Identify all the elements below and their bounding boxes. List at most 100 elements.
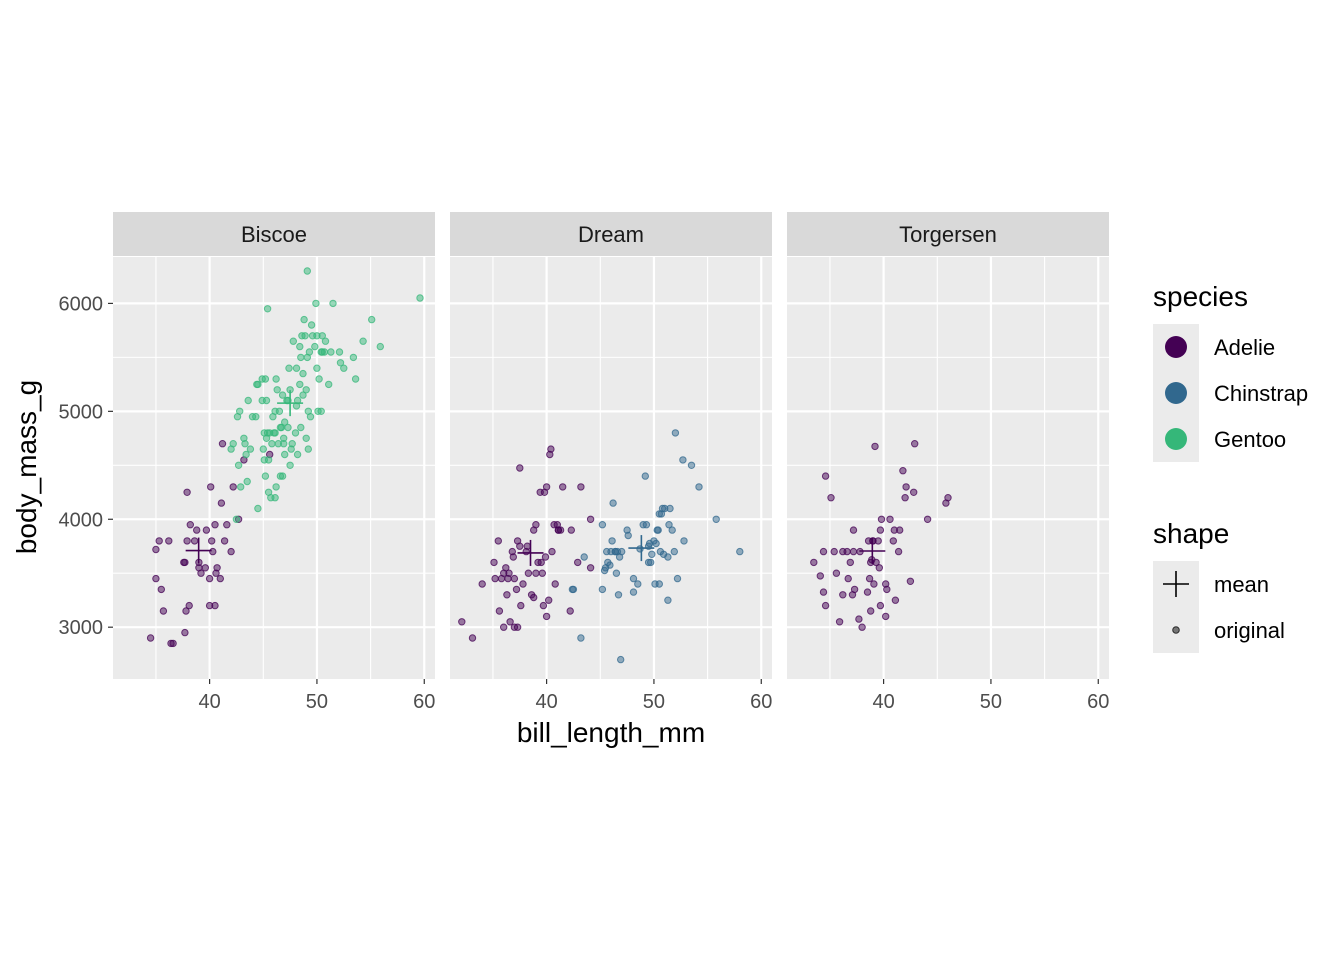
data-point-adelie	[159, 607, 168, 615]
data-point-adelie	[567, 526, 575, 534]
data-point-chinstrap	[577, 634, 585, 642]
data-point-adelie	[530, 593, 538, 602]
data-point-gentoo	[368, 315, 376, 324]
data-point-adelie	[211, 521, 219, 529]
data-point-adelie	[537, 558, 545, 567]
data-point-adelie	[891, 596, 900, 604]
data-point-adelie	[551, 580, 559, 588]
data-point-adelie	[832, 569, 841, 577]
data-point-adelie	[547, 445, 555, 453]
data-point-chinstrap	[569, 585, 578, 594]
data-point-adelie	[858, 623, 866, 631]
data-point-adelie	[554, 526, 563, 534]
legend-species: species Adelie Chinstrap Gentoo	[1153, 281, 1308, 462]
data-point-chinstrap	[608, 537, 616, 545]
data-point-adelie	[223, 521, 231, 529]
data-point-gentoo	[262, 396, 271, 405]
data-point-gentoo	[263, 305, 272, 313]
data-point-adelie	[516, 464, 524, 472]
data-point-gentoo	[246, 445, 255, 453]
data-point-gentoo	[278, 472, 287, 480]
data-point-gentoo	[262, 434, 271, 442]
data-point-adelie	[152, 574, 160, 583]
data-point-gentoo	[260, 456, 268, 464]
data-point-chinstrap	[618, 547, 626, 556]
data-point-gentoo	[304, 407, 312, 415]
data-point-gentoo	[271, 429, 279, 437]
data-point-chinstrap	[664, 553, 672, 561]
data-point-adelie	[902, 483, 910, 491]
data-point-adelie	[182, 607, 190, 615]
data-point-adelie	[889, 537, 897, 545]
panel-torgersen: Torgersen 40 50 60	[787, 212, 1109, 713]
data-point-gentoo	[271, 494, 279, 502]
data-point-chinstrap	[624, 531, 632, 540]
data-point-adelie	[883, 585, 891, 594]
data-point-adelie	[505, 569, 513, 577]
data-point-adelie	[523, 542, 531, 550]
x-tick-label: 40	[198, 691, 220, 713]
data-point-gentoo	[311, 342, 319, 351]
data-point-gentoo	[237, 483, 245, 491]
data-point-adelie	[181, 628, 189, 637]
data-point-chinstrap	[666, 504, 674, 513]
data-point-gentoo	[320, 348, 329, 356]
legends: species Adelie Chinstrap Gentoo shape mean ori…	[1153, 281, 1308, 653]
legend-label-original: original	[1214, 618, 1285, 643]
data-point-adelie	[202, 526, 211, 534]
data-point-adelie	[821, 472, 830, 480]
data-point-gentoo	[302, 434, 310, 442]
data-point-adelie	[209, 547, 217, 556]
data-point-adelie	[524, 569, 533, 577]
data-point-chinstrap	[695, 483, 703, 491]
data-point-adelie	[146, 634, 155, 642]
data-point-chinstrap	[598, 521, 607, 529]
data-point-gentoo	[273, 386, 281, 394]
data-point-adelie	[810, 558, 818, 567]
mean-marker-chinstrap	[628, 535, 655, 562]
x-tick-label: 60	[1087, 691, 1109, 713]
data-point-adelie	[901, 494, 909, 502]
data-point-adelie	[844, 574, 852, 583]
x-tick-label: 60	[750, 691, 772, 713]
y-tick-label: 3000	[59, 617, 104, 639]
panel-background	[113, 257, 435, 679]
data-point-adelie	[848, 591, 857, 599]
data-point-adelie	[539, 601, 548, 610]
y-tick-label: 6000	[59, 293, 104, 315]
data-point-adelie	[819, 588, 828, 596]
data-point-adelie	[875, 564, 883, 572]
data-point-adelie	[211, 601, 219, 610]
data-point-gentoo	[280, 440, 288, 448]
data-point-gentoo	[268, 440, 276, 448]
data-point-adelie	[877, 515, 886, 523]
data-point-adelie	[890, 526, 898, 534]
data-point-adelie	[577, 483, 585, 491]
data-point-adelie	[509, 553, 517, 561]
data-point-adelie	[183, 488, 191, 496]
data-point-adelie	[586, 515, 595, 523]
y-tick-label: 5000	[59, 401, 104, 423]
data-point-gentoo	[292, 364, 301, 372]
data-point-gentoo	[296, 342, 304, 351]
data-point-gentoo	[302, 386, 310, 394]
data-point-adelie	[867, 607, 875, 615]
data-point-adelie	[846, 558, 854, 567]
data-point-chinstrap	[668, 526, 676, 534]
y-axis-title: body_mass_g	[11, 380, 42, 554]
data-point-chinstrap	[598, 585, 607, 594]
data-point-gentoo	[300, 315, 308, 324]
facet-panels: Biscoe 40 50 60 Dream 40 50 60 Torgersen 40 50 60	[113, 212, 1109, 713]
data-point-adelie	[169, 639, 177, 648]
data-point-chinstrap	[652, 539, 660, 548]
data-point-adelie	[193, 526, 201, 534]
data-point-gentoo	[234, 461, 243, 469]
x-axis-title: bill_length_mm	[517, 717, 705, 748]
data-point-adelie	[517, 601, 525, 610]
data-point-chinstrap	[687, 461, 696, 469]
data-point-adelie	[944, 494, 952, 502]
data-point-chinstrap	[609, 499, 617, 507]
data-point-gentoo	[281, 418, 289, 426]
data-point-chinstrap	[611, 547, 619, 556]
mean-marker-adelie	[859, 537, 886, 564]
